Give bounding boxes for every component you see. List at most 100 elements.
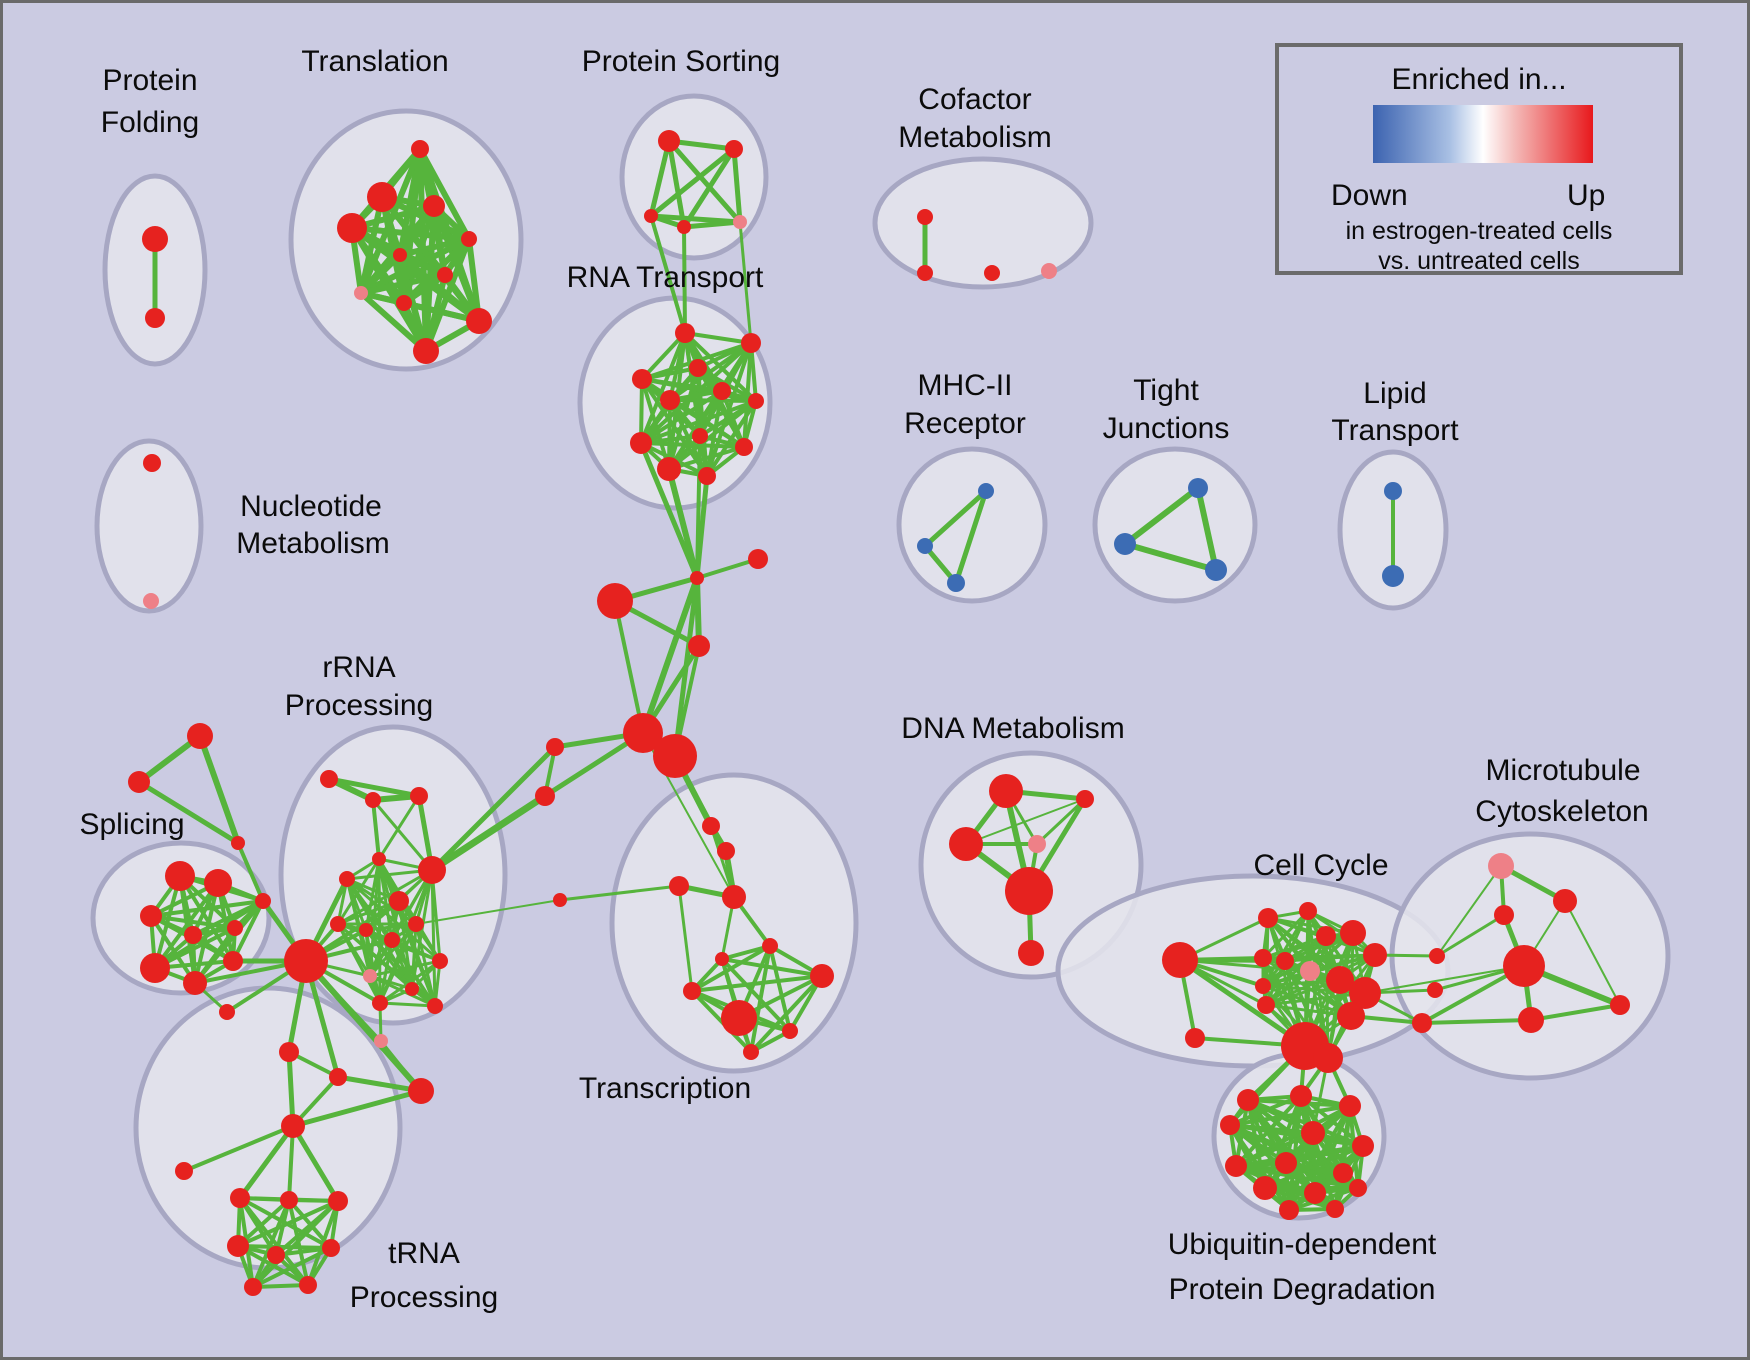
edge-rrna bbox=[371, 798, 381, 861]
edge-trna bbox=[274, 1246, 333, 1257]
gene-set-node-cofactor bbox=[984, 265, 1000, 281]
edge-transcription bbox=[749, 944, 772, 1054]
legend-title: Enriched in... bbox=[1391, 63, 1567, 96]
cluster-label-sorting: Protein Sorting bbox=[582, 45, 780, 78]
gene-set-node-translation bbox=[396, 295, 412, 311]
gene-set-node-conn bbox=[597, 583, 633, 619]
gene-set-node-cellcycle bbox=[1299, 902, 1317, 920]
edge-trna bbox=[287, 1124, 295, 1202]
gene-set-node-mhc bbox=[917, 538, 933, 554]
cluster-label-cofactor: Metabolism bbox=[898, 121, 1051, 154]
cluster-label-folding: Folding bbox=[101, 106, 199, 139]
gene-set-node-transcription bbox=[722, 885, 746, 909]
gene-set-node-rrna bbox=[408, 1078, 434, 1104]
edge-cellcycle bbox=[1283, 959, 1353, 1018]
gene-set-node-transcription bbox=[721, 1000, 757, 1036]
gene-set-node-transcription bbox=[743, 1044, 759, 1060]
edge-translation bbox=[358, 272, 448, 296]
edge-bridge bbox=[1435, 913, 1506, 958]
gene-set-node-ubiq bbox=[1326, 1200, 1344, 1218]
edge-rrna bbox=[336, 922, 382, 1005]
edge-rna bbox=[683, 331, 753, 345]
gene-set-node-trna bbox=[322, 1239, 340, 1257]
gene-set-node-translation bbox=[393, 248, 407, 262]
edge-transcription bbox=[677, 884, 694, 993]
edge-sorting bbox=[681, 219, 743, 230]
gene-set-node-tight bbox=[1188, 478, 1208, 498]
edge-bridge bbox=[666, 466, 700, 581]
gene-set-node-rrna bbox=[374, 1034, 388, 1048]
gene-set-node-rrna bbox=[219, 1004, 235, 1020]
gene-set-node-rna bbox=[698, 467, 716, 485]
cluster-label-rrna: Processing bbox=[285, 689, 433, 722]
gene-set-node-tight bbox=[1205, 559, 1227, 581]
edge-micro bbox=[1529, 1003, 1622, 1022]
gene-set-node-conn bbox=[546, 738, 564, 756]
gene-set-node-rrna bbox=[284, 939, 328, 983]
gene-set-node-splicing bbox=[227, 920, 243, 936]
gene-set-node-translation bbox=[461, 231, 477, 247]
cluster-ellipse-nucleotide bbox=[94, 438, 204, 614]
gene-set-node-folding bbox=[142, 226, 168, 252]
cluster-label-rna: RNA Transport bbox=[567, 261, 764, 294]
edge-bridge bbox=[695, 434, 702, 580]
edge-tight bbox=[1122, 485, 1201, 547]
gene-set-node-dna bbox=[1018, 940, 1044, 966]
gene-set-node-cellcycle bbox=[1313, 1043, 1343, 1073]
edge-rrna bbox=[410, 868, 434, 991]
cluster-label-dna: DNA Metabolism bbox=[901, 712, 1124, 745]
gene-set-node-rrna bbox=[359, 923, 373, 937]
edge-mhc bbox=[922, 488, 989, 549]
edge-ubiq bbox=[1263, 1186, 1337, 1211]
gene-set-node-transcription bbox=[683, 982, 701, 1000]
gene-set-node-rna bbox=[748, 393, 764, 409]
gene-set-node-rrna bbox=[384, 932, 400, 948]
gene-set-node-cellcycle bbox=[1412, 1013, 1432, 1033]
gene-set-node-translation bbox=[423, 195, 445, 217]
gene-set-node-translation bbox=[337, 213, 367, 243]
gene-set-node-cellcycle bbox=[1326, 966, 1354, 994]
edge-rna bbox=[683, 331, 758, 403]
edge-sorting bbox=[731, 146, 743, 225]
gene-set-node-ubiq bbox=[1225, 1155, 1247, 1177]
gene-set-node-lipid bbox=[1384, 482, 1402, 500]
gene-set-node-rrna bbox=[405, 982, 419, 996]
edge-rrna bbox=[410, 922, 418, 991]
gene-set-node-splicing bbox=[187, 723, 213, 749]
edge-trna bbox=[236, 1244, 333, 1250]
gene-set-node-dna bbox=[1076, 790, 1094, 808]
gene-set-node-conn bbox=[748, 549, 768, 569]
cluster-label-rrna: rRNA bbox=[322, 651, 395, 684]
cluster-label-ubiq: Ubiquitin-dependent bbox=[1168, 1228, 1437, 1261]
edge-rna bbox=[639, 399, 758, 445]
gene-set-node-rrna bbox=[339, 871, 355, 887]
gene-set-node-transcription bbox=[715, 952, 729, 966]
gene-set-node-sorting bbox=[725, 140, 743, 158]
edge-trna bbox=[251, 1199, 340, 1289]
gene-set-node-cellcycle bbox=[1349, 977, 1381, 1009]
cluster-label-tight: Tight bbox=[1133, 374, 1199, 407]
gene-set-node-splicing bbox=[140, 905, 162, 927]
gene-set-node-transcription bbox=[782, 1023, 798, 1039]
edge-splicing bbox=[149, 914, 197, 985]
edge-bridge bbox=[1436, 865, 1502, 957]
edge-rrna bbox=[368, 974, 437, 1008]
edge-ubiq bbox=[1228, 1094, 1303, 1127]
cluster-ellipse-tight bbox=[1092, 446, 1258, 604]
edge-rrna bbox=[378, 1001, 437, 1008]
edge-bridge bbox=[428, 792, 549, 874]
gene-set-node-cellcycle bbox=[1300, 961, 1320, 981]
gene-set-node-rna bbox=[657, 457, 681, 481]
cluster-label-folding: Protein bbox=[102, 64, 197, 97]
cluster-ellipse-cofactor bbox=[872, 156, 1094, 290]
cluster-label-translation: Translation bbox=[301, 45, 448, 78]
edge-cellcycle bbox=[1264, 991, 1367, 1007]
edge-sorting bbox=[666, 138, 743, 225]
gene-set-node-micro bbox=[1553, 889, 1577, 913]
edge-sorting bbox=[648, 146, 737, 219]
edge-rrna bbox=[335, 1074, 424, 1094]
edge-rrna bbox=[364, 922, 418, 932]
gene-set-node-rrna bbox=[418, 856, 446, 884]
edge-rna bbox=[667, 445, 746, 471]
gene-set-node-cellcycle bbox=[1254, 949, 1272, 967]
